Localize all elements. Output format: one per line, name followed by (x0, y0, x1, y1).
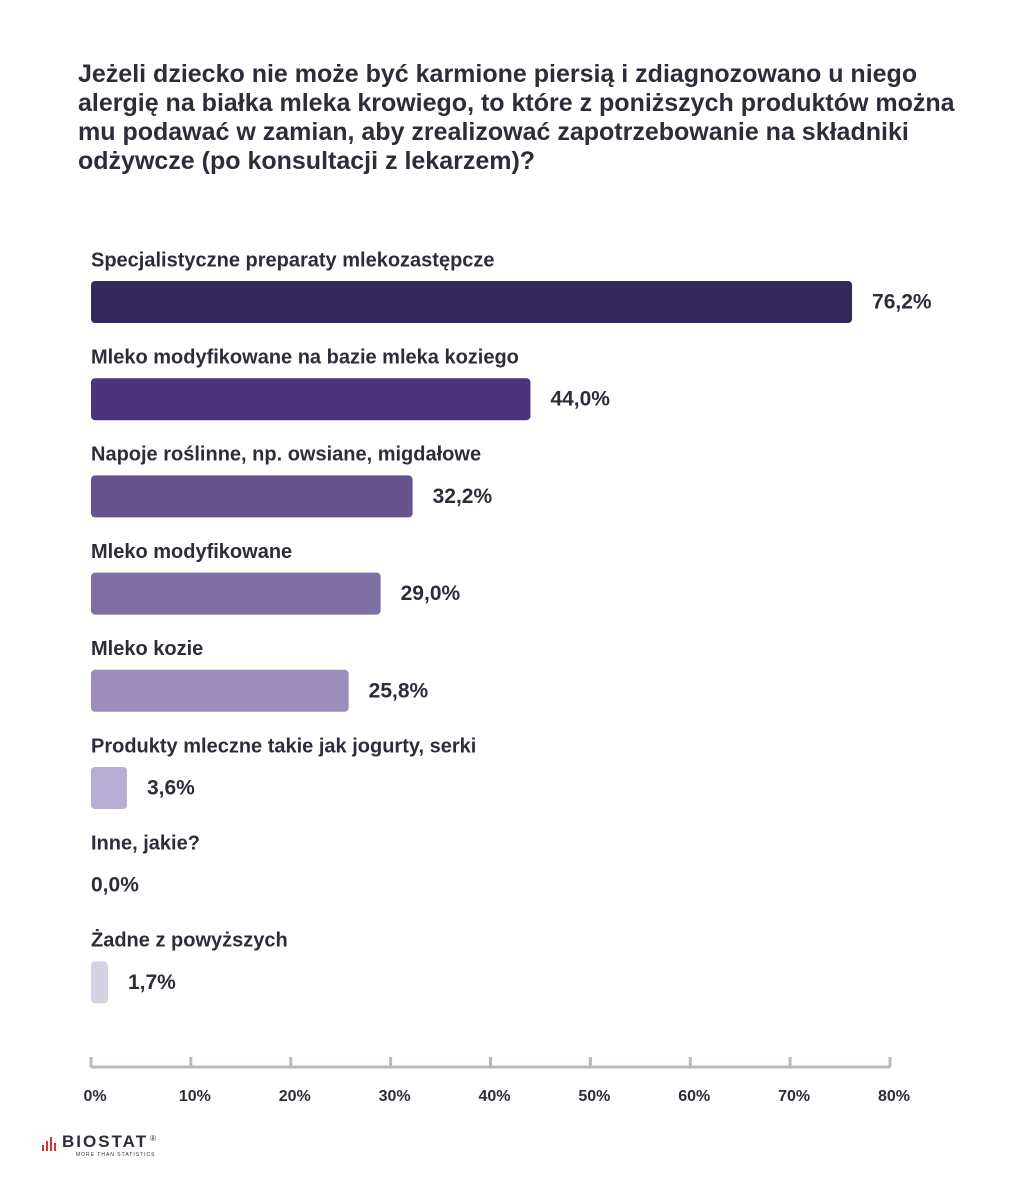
bar (91, 961, 108, 1004)
logo-name: BIOSTAT (62, 1132, 149, 1151)
x-tick-label: 0% (83, 1088, 106, 1105)
value-label: 32,2% (433, 485, 493, 508)
category-label: Inne, jakie? (91, 832, 200, 854)
bar (91, 378, 531, 421)
bar (91, 669, 349, 712)
bar (91, 767, 127, 809)
biostat-logo: BIOSTAT ® MORE THAN STATISTICS (42, 1133, 156, 1158)
category-label: Żadne z powyższych (91, 929, 288, 952)
bar (91, 281, 853, 323)
bar (91, 572, 381, 615)
chart-title: Jeżeli dziecko nie może być karmione pie… (78, 60, 955, 175)
logo-tagline: MORE THAN STATISTICS (76, 1152, 156, 1158)
x-tick-label: 80% (878, 1088, 910, 1105)
value-label: 44,0% (550, 388, 610, 411)
value-label: 3,6% (147, 777, 195, 800)
category-label: Napoje roślinne, np. owsiane, migdałowe (91, 444, 481, 466)
x-tick-label: 30% (379, 1088, 411, 1105)
value-label: 25,8% (369, 679, 429, 702)
category-label: Mleko kozie (91, 638, 203, 660)
value-label: 0,0% (91, 874, 139, 897)
logo-registered-mark: ® (150, 1133, 156, 1143)
bar-chart-icon (42, 1137, 56, 1151)
category-label: Mleko modyfikowane na bazie mleka kozieg… (91, 346, 519, 368)
value-label: 76,2% (872, 291, 932, 314)
value-label: 1,7% (128, 971, 176, 994)
x-tick-label: 10% (179, 1088, 211, 1105)
x-tick-label: 20% (279, 1088, 311, 1105)
category-label: Mleko modyfikowane (91, 541, 292, 563)
x-tick-label: 60% (678, 1088, 710, 1105)
value-label: 29,0% (401, 582, 461, 605)
x-tick-label: 50% (578, 1088, 610, 1105)
bar (91, 475, 413, 518)
x-tick-label: 70% (778, 1088, 810, 1105)
x-tick-label: 40% (478, 1088, 510, 1105)
category-label: Produkty mleczne takie jak jogurty, serk… (91, 735, 476, 757)
category-label: Specjalistyczne preparaty mlekozastępcze (91, 249, 495, 271)
